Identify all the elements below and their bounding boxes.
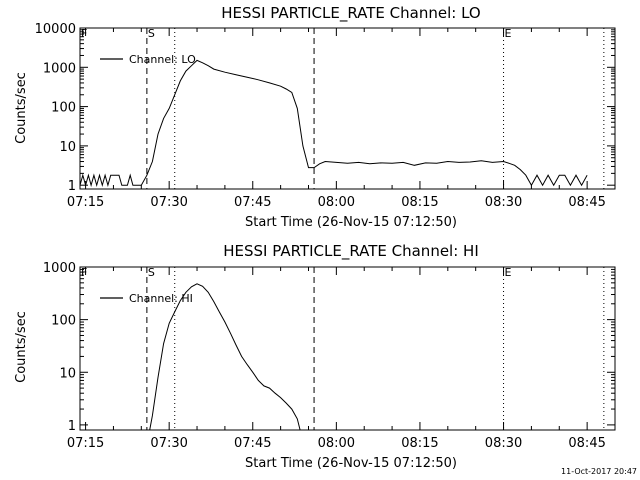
- event-marker-label-lo: F: [81, 27, 87, 40]
- event-marker-label-lo: S: [148, 27, 155, 40]
- x-tick-label-lo: 08:30: [485, 195, 522, 210]
- y-tick-label-hi: 10: [59, 366, 76, 381]
- x-tick-label-hi: 07:45: [234, 436, 271, 451]
- series-line-lo: [79, 59, 588, 188]
- series-line-hi: [149, 283, 301, 431]
- x-tick-label-hi: 07:15: [67, 436, 104, 451]
- x-tick-label-hi: 08:45: [568, 436, 605, 451]
- y-tick-label-hi: 1: [68, 419, 76, 434]
- x-axis-label-lo: Start Time (26-Nov-15 07:12:50): [245, 215, 457, 230]
- plot-area-lo: 07:15 07:30 07:45 08:00 08:15 08:30 08:45 1 10 10…: [35, 22, 616, 210]
- event-marker-label-hi: S: [148, 266, 155, 279]
- x-tick-label-hi: 08:15: [401, 436, 438, 451]
- x-tick-label-lo: 08:15: [401, 195, 438, 210]
- y-tick-label-lo: 10000: [35, 22, 76, 37]
- x-tick-label-hi: 08:00: [318, 436, 355, 451]
- y-tick-label-lo: 10: [59, 140, 76, 155]
- legend-label-hi: Channel: HI: [129, 292, 193, 305]
- x-tick-label-lo: 07:15: [67, 195, 104, 210]
- chart-title-lo: HESSI PARTICLE_RATE Channel: LO: [221, 4, 480, 23]
- chart-title-hi: HESSI PARTICLE_RATE Channel: HI: [223, 242, 479, 261]
- footer-timestamp: 11-Oct-2017 20:47: [561, 467, 637, 476]
- event-marker-label-hi: F: [81, 266, 87, 279]
- panel-hi: HESSI PARTICLE_RATE Channel: HI Start Ti…: [14, 242, 616, 471]
- y-tick-label-lo: 100: [51, 101, 76, 116]
- x-tick-label-hi: 08:30: [485, 436, 522, 451]
- x-tick-label-lo: 08:00: [318, 195, 355, 210]
- x-tick-label-lo: 07:30: [150, 195, 187, 210]
- event-marker-label-hi: E: [505, 266, 512, 279]
- panel-lo: HESSI PARTICLE_RATE Channel: LO Start Ti…: [14, 4, 616, 230]
- plot-frame-hi: [79, 266, 616, 431]
- x-tick-label-hi: 07:30: [150, 436, 187, 451]
- event-marker-label-lo: E: [505, 27, 512, 40]
- x-tick-label-lo: 08:45: [568, 195, 605, 210]
- plot-area-hi: 07:15 07:30 07:45 08:00 08:15 08:30 08:45 1 10 10…: [43, 261, 616, 451]
- y-tick-label-hi: 1000: [43, 261, 76, 276]
- x-axis-label-hi: Start Time (26-Nov-15 07:12:50): [245, 456, 457, 471]
- legend-label-lo: Channel: LO: [129, 53, 196, 66]
- y-tick-label-lo: 1000: [43, 61, 76, 76]
- y-tick-label-lo: 1: [68, 179, 76, 194]
- y-axis-label-lo: Counts/sec: [14, 72, 29, 144]
- y-tick-label-hi: 100: [51, 314, 76, 329]
- y-axis-label-hi: Counts/sec: [14, 311, 29, 383]
- x-tick-label-lo: 07:45: [234, 195, 271, 210]
